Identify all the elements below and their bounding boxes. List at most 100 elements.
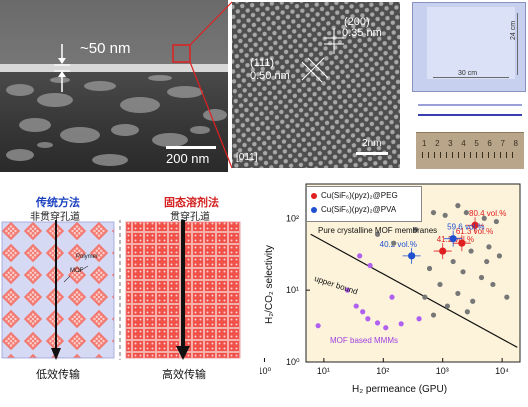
right-method-title: 固态溶剂法: [164, 197, 219, 209]
data-point: [471, 221, 479, 229]
tem-panel: (200) 0.35 nm (111) 0.50 nm [011] 2nm: [232, 2, 400, 168]
ruler-tick: 8: [513, 139, 518, 148]
data-point: [478, 274, 485, 281]
data-point: [442, 212, 448, 218]
data-point: [360, 309, 366, 315]
sem-scalebar-label: 200 nm: [166, 151, 210, 166]
hollow-fiber-1: [418, 104, 522, 106]
data-point: [430, 312, 437, 318]
ruler-tick: 4: [461, 139, 466, 148]
tem-scalebar-label: 2nm: [362, 138, 382, 149]
data-point: [449, 235, 457, 243]
sem-image: [0, 0, 228, 172]
y-tick-label: 10¹: [286, 285, 299, 295]
hollow-fiber-2: [418, 114, 522, 116]
left-transport-caption: 低效传输: [36, 369, 80, 381]
tem-dspacing-111: 0.50 nm: [250, 70, 290, 82]
legend-marker-pva: [311, 206, 317, 213]
tem-lattice-image: [232, 2, 400, 168]
data-point: [430, 209, 437, 216]
photo-panel: 24 cm 30 cm 1 2 3 4 5 6 7 8: [404, 0, 528, 172]
data-point: [374, 320, 381, 326]
ruler-tick: 5: [474, 139, 479, 148]
polymer-label: Polymer: [76, 254, 99, 260]
x-axis-label: H₂ permeance (GPU): [352, 384, 448, 395]
data-point: [408, 252, 416, 260]
data-point: [444, 303, 451, 309]
tem-plane-200: (200): [344, 16, 370, 28]
x-tick-label: 10¹: [317, 366, 330, 376]
data-point: [389, 294, 395, 300]
data-point: [493, 218, 499, 225]
large-membrane-photo: [412, 2, 526, 92]
data-point: [374, 231, 381, 237]
ruler-tick: 7: [500, 139, 505, 148]
data-point: [367, 262, 373, 269]
photo-width-label: 30 cm: [458, 70, 478, 77]
upper-bound-line: [310, 233, 518, 348]
tem-dspacing-200: 0.35 nm: [342, 27, 382, 39]
data-point: [470, 298, 476, 304]
ruler: 1 2 3 4 5 6 7 8: [416, 132, 524, 169]
data-point: [455, 203, 461, 209]
zoom-connector: [189, 1, 233, 169]
data-label: 40.2 vol.%: [380, 240, 417, 249]
left-method-subtitle: 非贯穿孔道: [30, 212, 80, 223]
data-point: [357, 253, 363, 259]
ruler-tick: 3: [448, 139, 453, 148]
legend-label-peg: Cu(SiF₆)(pyz)₂@PEG: [321, 191, 398, 200]
sem-thickness-label: ~50 nm: [80, 40, 131, 57]
data-point: [426, 265, 433, 272]
ruler-tick: 2: [435, 139, 440, 148]
annotation-pure-mof: Pure crystalline MOF membranes: [318, 226, 438, 235]
data-point: [315, 323, 321, 329]
data-point: [439, 247, 447, 255]
data-point: [458, 239, 466, 247]
tem-zone-axis: [011]: [236, 152, 258, 163]
data-point: [437, 281, 443, 288]
data-point: [383, 325, 389, 331]
data-point: [464, 309, 470, 315]
data-point: [486, 244, 492, 250]
data-point: [398, 321, 404, 327]
data-label: 59.6 vol.%: [447, 223, 484, 232]
x-tick-label: 10²: [376, 366, 389, 376]
x-tick-label: 10³: [436, 366, 449, 376]
right-transport-caption: 高效传输: [162, 369, 206, 381]
data-point: [460, 269, 466, 275]
y-tick-label: 10⁰: [286, 357, 300, 367]
data-point: [463, 209, 469, 216]
data-label: 61.3 vol.%: [456, 227, 493, 236]
legend-marker-peg: [311, 192, 317, 199]
x-tick-label: 10⁰: [260, 366, 271, 376]
ruler-tick: 1: [422, 139, 427, 148]
x-tick-label: 10⁴: [495, 366, 509, 376]
schematic-drawing: [1, 220, 241, 360]
data-point: [490, 281, 496, 288]
data-label: 80.4 vol.%: [469, 209, 506, 218]
right-method-subtitle: 贯穿孔道: [170, 212, 210, 223]
mof-label: MOF: [70, 268, 84, 274]
data-point: [481, 215, 487, 221]
data-point: [468, 248, 474, 254]
data-point: [365, 316, 371, 322]
ruler-tick: 6: [487, 139, 492, 148]
tem-plane-111: (111): [250, 57, 275, 69]
y-axis-label: H₂/CO₂ selectivity: [264, 245, 275, 324]
left-method-title: 传统方法: [36, 197, 80, 209]
data-point: [391, 240, 397, 246]
annotation-mmm: MOF based MMMs: [330, 336, 399, 345]
data-point: [413, 226, 419, 233]
sem-panel: ~50 nm 200 nm: [0, 0, 228, 172]
data-point: [422, 294, 428, 300]
data-point: [496, 253, 502, 259]
data-point: [344, 287, 351, 293]
schematic-panel: 传统方法 非贯穿孔道 固态溶剂法 贯穿孔道: [0, 182, 258, 402]
data-point: [450, 258, 456, 265]
data-point: [416, 316, 422, 322]
data-point: [455, 290, 461, 297]
data-point: [504, 294, 510, 300]
legend: Cu(SiF₆)(pyz)₂@PEG Cu(SiF₆)(pyz)₂@PVA: [306, 186, 422, 222]
legend-label-pva: Cu(SiF₆)(pyz)₂@PVA: [321, 205, 397, 214]
photo-height-label: 24 cm: [510, 20, 517, 40]
